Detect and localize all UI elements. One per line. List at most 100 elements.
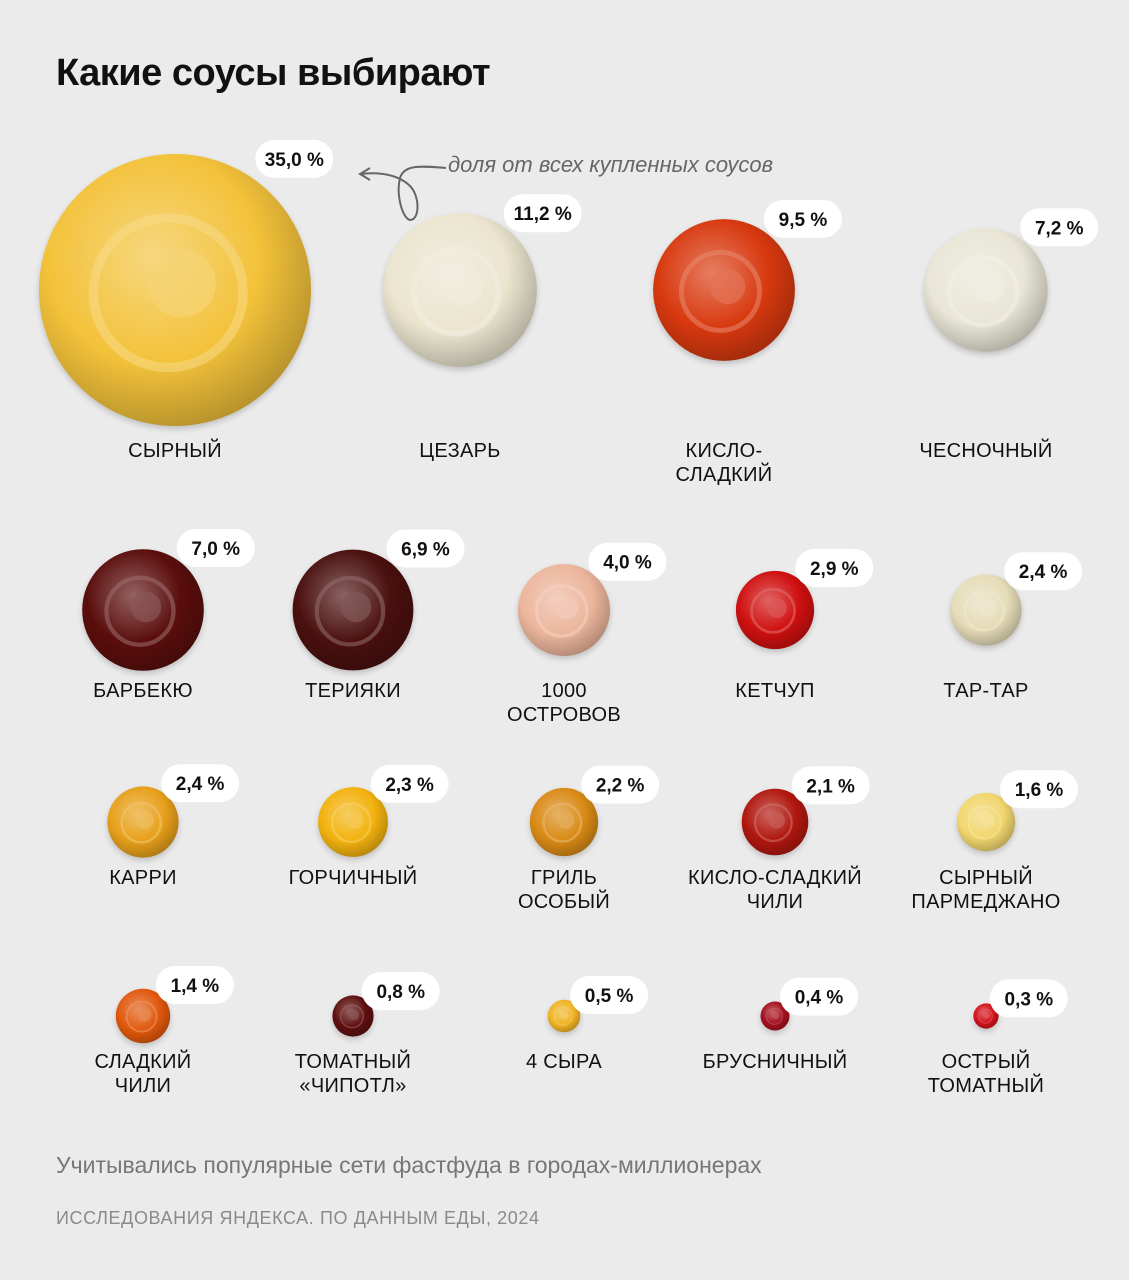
sauce-name: КАРРИ xyxy=(109,867,177,889)
value-pill: 6,9 % xyxy=(386,529,465,568)
value-pill-bg xyxy=(989,979,1068,1018)
value-label: 9,5 % xyxy=(779,210,828,231)
sauce-swirl xyxy=(339,1004,364,1029)
sauce-item: 11,2 % ЦЕЗАРЬ xyxy=(383,194,582,462)
sauce-item: 35,0 % СЫРНЫЙ xyxy=(39,139,334,462)
value-pill-bg xyxy=(370,764,449,803)
value-pill-bg xyxy=(581,765,660,804)
sauce-item: 2,9 % КЕТЧУП xyxy=(735,548,874,702)
value-label: 7,2 % xyxy=(1035,218,1084,239)
sauce-swirl xyxy=(314,575,386,647)
value-pill: 9,5 % xyxy=(763,199,842,238)
value-pill-bg xyxy=(780,977,859,1016)
sauce-name: ЧИЛИ xyxy=(115,1075,171,1097)
sauce-swirl xyxy=(125,1000,158,1033)
sauce-name: ГРИЛЬ xyxy=(531,867,597,889)
value-pill-bg xyxy=(588,542,667,581)
value-label: 1,6 % xyxy=(1015,780,1064,801)
sauce-swirl xyxy=(330,802,372,844)
sauce-swirl xyxy=(967,805,1002,840)
value-pill: 0,3 % xyxy=(989,979,1068,1018)
value-pill-bg xyxy=(1000,770,1079,809)
sauce-name: ЦЕЗАРЬ xyxy=(419,440,500,462)
sauce-name: ТОМАТНЫЙ xyxy=(928,1073,1044,1097)
value-pill-bg xyxy=(1004,552,1083,591)
value-pill-bg xyxy=(361,972,440,1011)
sauce-swirl xyxy=(88,213,248,373)
sauce-name: КЕТЧУП xyxy=(735,680,814,702)
value-pill: 2,2 % xyxy=(581,765,660,804)
sauce-item: 2,3 % ГОРЧИЧНЫЙ xyxy=(289,764,449,889)
sauce-item: 2,4 % ТАР-ТАР xyxy=(943,552,1083,702)
sauce-swirl xyxy=(411,246,502,337)
sauce-name: СЛАДКИЙ xyxy=(95,1049,192,1073)
value-label: 0,8 % xyxy=(376,982,425,1003)
value-pill: 0,4 % xyxy=(780,977,859,1016)
sauce-swirl xyxy=(104,575,176,647)
sauce-name: ПАРМЕДЖАНО xyxy=(911,891,1060,913)
sauce-name: КИСЛО-СЛАДКИЙ xyxy=(688,865,862,889)
value-pill: 0,8 % xyxy=(361,972,440,1011)
sauce-swirl xyxy=(753,803,793,843)
value-label: 2,4 % xyxy=(176,774,225,795)
sauce-swirl-center xyxy=(557,811,575,829)
sauce-name: ТЕРИЯКИ xyxy=(305,680,401,702)
sauce-item: 2,4 % КАРРИ xyxy=(107,764,240,889)
sauce-item: 9,5 % КИСЛО-СЛАДКИЙ xyxy=(653,199,842,486)
value-label: 2,9 % xyxy=(810,559,859,580)
sauce-swirl-center xyxy=(973,271,1005,303)
value-label: 2,4 % xyxy=(1019,562,1068,583)
value-pill: 1,6 % xyxy=(1000,770,1079,809)
sauce-name: ЧИЛИ xyxy=(747,891,803,913)
value-pill: 4,0 % xyxy=(588,542,667,581)
sauce-swirl xyxy=(678,249,762,333)
sauce-swirl-center xyxy=(983,1012,990,1019)
value-pill-bg xyxy=(791,766,870,805)
value-pill: 2,4 % xyxy=(1004,552,1083,591)
curly-arrow-icon xyxy=(358,165,447,222)
value-label: 0,5 % xyxy=(585,986,634,1007)
sauce-name: 1000 xyxy=(541,680,587,702)
value-pill-bg xyxy=(386,529,465,568)
sauce-swirl xyxy=(946,255,1019,328)
sauce-swirl xyxy=(542,802,583,843)
value-label: 7,0 % xyxy=(191,539,240,560)
sauce-name: ГОРЧИЧНЫЙ xyxy=(289,865,418,889)
value-pill-bg xyxy=(176,529,255,568)
sauce-item: 7,2 % ЧЕСНОЧНЫЙ xyxy=(919,208,1099,462)
value-pill-bg xyxy=(763,199,842,238)
sauce-name: БРУСНИЧНЫЙ xyxy=(703,1049,848,1073)
sauce-swirl-center xyxy=(978,599,997,618)
sauce-swirl xyxy=(534,584,589,638)
source-credit: ИССЛЕДОВАНИЯ ЯНДЕКСА. ПО ДАННЫМ ЕДЫ, 202… xyxy=(56,1208,540,1228)
sauce-swirl-center xyxy=(137,1007,152,1022)
sauce-name: ОСТРОВОВ xyxy=(507,704,621,726)
sauce-swirl-center xyxy=(348,1009,360,1021)
value-pill-bg xyxy=(1020,208,1099,247)
sauce-name: «ЧИПОТЛ» xyxy=(299,1075,406,1097)
sauce-swirl xyxy=(553,1006,573,1026)
value-label: 1,4 % xyxy=(171,976,220,997)
sauce-swirl-center xyxy=(135,811,154,830)
value-label: 2,3 % xyxy=(385,775,434,796)
value-label: 6,9 % xyxy=(401,539,450,560)
sauce-item: 0,4 % БРУСНИЧНЫЙ xyxy=(703,977,859,1073)
sauce-swirl-center xyxy=(767,598,787,618)
sauce-swirl-center xyxy=(340,591,372,623)
sauce-name: ТОМАТНЫЙ xyxy=(295,1049,411,1073)
sauce-swirl xyxy=(977,1008,993,1024)
value-label: 11,2 % xyxy=(514,204,572,225)
sauce-swirl-center xyxy=(346,811,364,829)
sauce-swirl-center xyxy=(554,596,578,620)
sauce-swirl-center xyxy=(560,1011,569,1020)
sauce-swirl-center xyxy=(980,813,995,828)
value-label: 2,2 % xyxy=(596,776,645,797)
value-pill: 7,2 % xyxy=(1020,208,1099,247)
value-pill-bg xyxy=(161,764,240,803)
